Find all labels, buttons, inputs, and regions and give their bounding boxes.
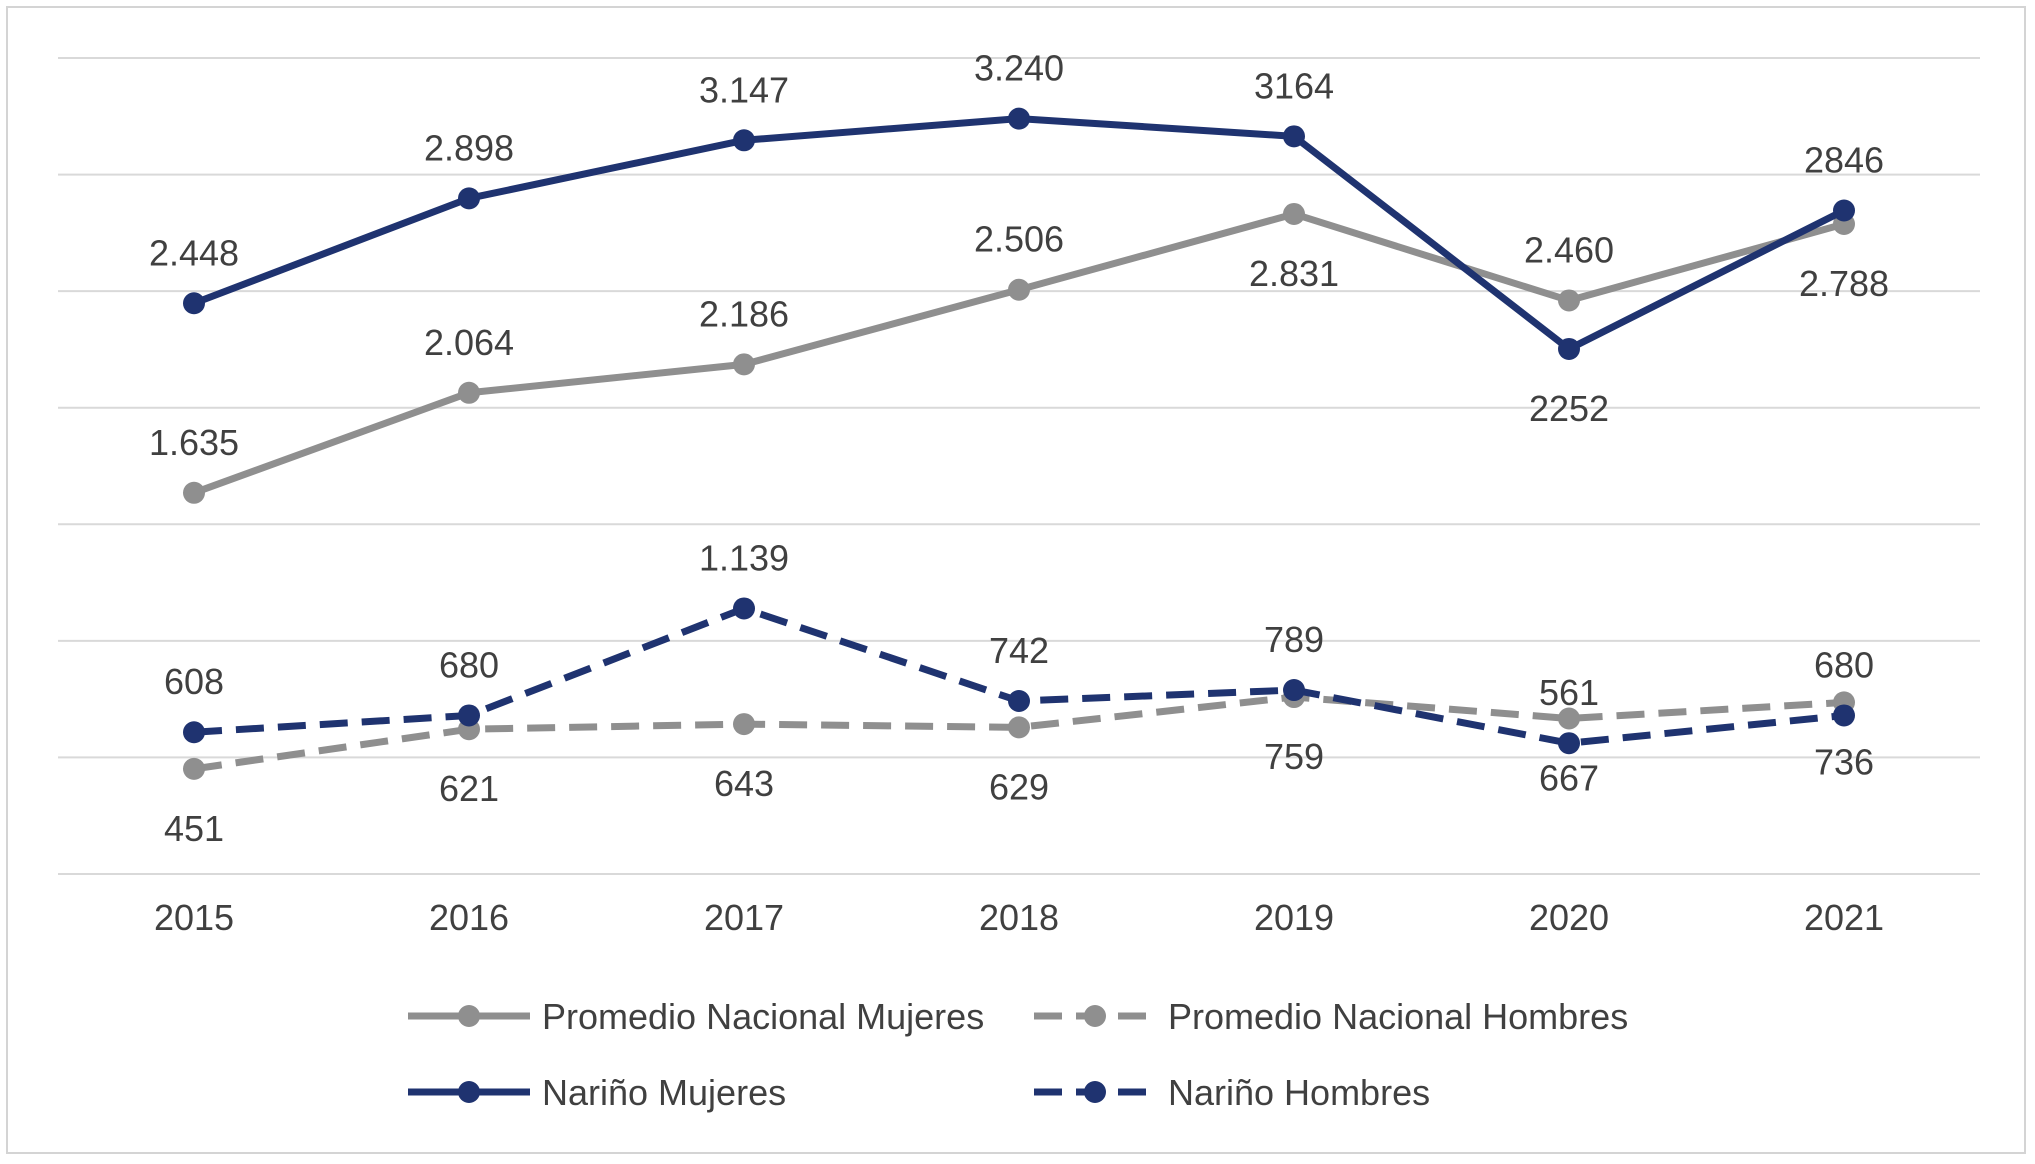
data-point <box>1283 679 1305 702</box>
x-tick-label: 2019 <box>1254 897 1334 938</box>
data-label: 2.064 <box>424 322 514 363</box>
legend-label: Nariño Hombres <box>1168 1072 1430 1113</box>
data-label: 680 <box>1814 644 1874 685</box>
data-label: 643 <box>714 763 774 804</box>
data-labels: 1.635 2.064 2.186 2.506 2.831 2.460 2.788 451 62… <box>149 48 1889 849</box>
data-point <box>1833 704 1855 727</box>
data-point <box>458 704 480 727</box>
data-point <box>1008 690 1030 713</box>
legend-marker <box>458 1005 480 1027</box>
data-label: 2.506 <box>974 219 1064 260</box>
data-label: 680 <box>439 644 499 685</box>
data-point <box>1558 289 1580 312</box>
data-point <box>183 757 205 780</box>
data-point <box>733 597 755 620</box>
line-chart: 1.635 2.064 2.186 2.506 2.831 2.460 2.788 451 62… <box>58 48 1980 1113</box>
data-label: 3164 <box>1254 65 1334 106</box>
data-point <box>1558 732 1580 755</box>
x-tick-label: 2017 <box>704 897 784 938</box>
data-label: 2.186 <box>699 293 789 334</box>
legend-marker <box>1084 1081 1106 1103</box>
series-lines <box>183 107 1855 780</box>
data-label: 621 <box>439 768 499 809</box>
data-label: 742 <box>989 630 1049 671</box>
data-label: 789 <box>1264 619 1324 660</box>
x-tick-label: 2016 <box>429 897 509 938</box>
data-label: 629 <box>989 766 1049 807</box>
data-label: 2.788 <box>1799 263 1889 304</box>
data-point <box>183 292 205 315</box>
chart-frame: 1.635 2.064 2.186 2.506 2.831 2.460 2.788 451 62… <box>6 6 2026 1154</box>
data-label: 2.898 <box>424 127 514 168</box>
legend-label: Promedio Nacional Hombres <box>1168 996 1628 1037</box>
data-point <box>1283 125 1305 148</box>
legend-item: Nariño Mujeres <box>408 1072 786 1113</box>
x-tick-label: 2018 <box>979 897 1059 938</box>
data-point <box>183 481 205 504</box>
data-label: 1.635 <box>149 422 239 463</box>
x-axis-tick-labels: 2015 2016 2017 2018 2019 2020 2021 <box>154 897 1884 938</box>
data-point <box>733 353 755 376</box>
data-point <box>1008 107 1030 130</box>
data-label: 608 <box>164 661 224 702</box>
series-nari-o-hombres <box>183 597 1855 755</box>
legend-label: Promedio Nacional Mujeres <box>542 996 984 1037</box>
legend-item: Promedio Nacional Hombres <box>1034 996 1628 1037</box>
legend-marker <box>458 1081 480 1103</box>
data-point <box>458 381 480 404</box>
legend: Promedio Nacional Mujeres Promedio Nacion… <box>408 996 1628 1113</box>
data-point <box>1008 716 1030 739</box>
data-point <box>458 187 480 210</box>
legend-item: Promedio Nacional Mujeres <box>408 996 984 1037</box>
data-label: 2846 <box>1804 139 1884 180</box>
data-label: 759 <box>1264 736 1324 777</box>
data-label: 3.240 <box>974 48 1064 89</box>
data-point <box>1283 202 1305 225</box>
data-point <box>733 713 755 736</box>
series-promedio-nacional-mujeres <box>183 202 1855 504</box>
data-point <box>733 129 755 152</box>
x-tick-label: 2020 <box>1529 897 1609 938</box>
series-nari-o-mujeres <box>183 107 1855 360</box>
x-tick-label: 2021 <box>1804 897 1884 938</box>
legend-item: Nariño Hombres <box>1034 1072 1430 1113</box>
legend-label: Nariño Mujeres <box>542 1072 786 1113</box>
data-label: 667 <box>1539 757 1599 798</box>
data-point <box>183 721 205 744</box>
data-label: 2.448 <box>149 232 239 273</box>
x-tick-label: 2015 <box>154 897 234 938</box>
data-point <box>1008 278 1030 301</box>
data-label: 2.831 <box>1249 253 1339 294</box>
data-point <box>1558 337 1580 360</box>
data-label: 736 <box>1814 741 1874 782</box>
data-label: 2252 <box>1529 388 1609 429</box>
data-label: 2.460 <box>1524 229 1614 270</box>
gridlines <box>58 57 1980 875</box>
data-label: 1.139 <box>699 537 789 578</box>
data-point <box>1558 707 1580 730</box>
data-point <box>1833 199 1855 222</box>
legend-marker <box>1084 1005 1106 1027</box>
data-label: 561 <box>1539 672 1599 713</box>
data-label: 3.147 <box>699 69 789 110</box>
data-label: 451 <box>164 808 224 849</box>
